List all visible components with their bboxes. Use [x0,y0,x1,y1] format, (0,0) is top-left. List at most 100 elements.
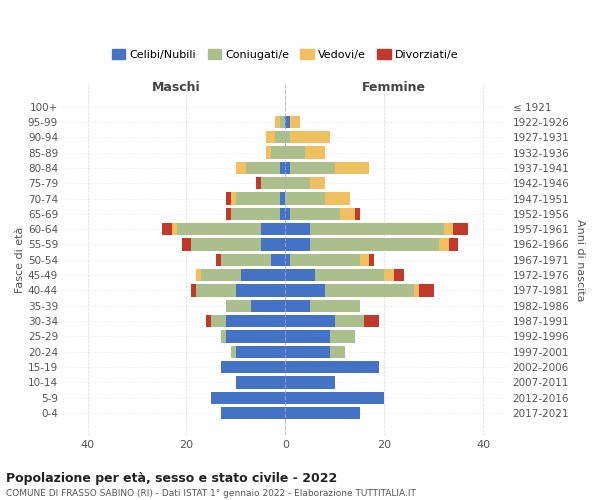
Bar [443,223,454,235]
Bar [330,346,344,358]
Bar [286,300,310,312]
Y-axis label: Fasce di età: Fasce di età [15,226,25,293]
Y-axis label: Anni di nascita: Anni di nascita [575,218,585,301]
Bar [196,284,236,296]
Bar [280,208,286,220]
Bar [394,269,404,281]
Bar [206,315,211,327]
Bar [286,376,335,388]
Bar [325,192,350,204]
Bar [266,131,275,143]
Legend: Celibi/Nubili, Coniugati/e, Vedovi/e, Divorziati/e: Celibi/Nubili, Coniugati/e, Vedovi/e, Di… [107,44,463,64]
Bar [226,208,231,220]
Text: Maschi: Maschi [152,82,201,94]
Bar [221,361,286,373]
Bar [335,162,370,174]
Bar [286,162,290,174]
Bar [256,177,260,190]
Bar [286,269,315,281]
Bar [286,131,290,143]
Bar [286,208,290,220]
Bar [419,284,434,296]
Bar [226,192,231,204]
Bar [286,238,310,250]
Text: COMUNE DI FRASSO SABINO (RI) - Dati ISTAT 1° gennaio 2022 - Elaborazione TUTTITA: COMUNE DI FRASSO SABINO (RI) - Dati ISTA… [6,488,416,498]
Bar [246,162,280,174]
Bar [286,146,305,158]
Bar [231,192,236,204]
Bar [236,284,286,296]
Bar [236,376,286,388]
Bar [271,146,286,158]
Bar [355,208,359,220]
Bar [335,315,364,327]
Bar [286,223,310,235]
Bar [241,269,286,281]
Bar [172,223,176,235]
Bar [286,361,379,373]
Bar [182,238,191,250]
Bar [260,238,286,250]
Bar [260,223,286,235]
Bar [286,177,310,190]
Bar [286,346,330,358]
Bar [260,177,286,190]
Bar [202,269,241,281]
Bar [384,269,394,281]
Bar [176,223,260,235]
Bar [359,254,370,266]
Bar [290,208,340,220]
Bar [315,269,384,281]
Bar [310,238,439,250]
Bar [454,223,468,235]
Bar [286,192,325,204]
Bar [216,254,221,266]
Bar [280,116,286,128]
Bar [226,315,286,327]
Text: Popolazione per età, sesso e stato civile - 2022: Popolazione per età, sesso e stato civil… [6,472,337,485]
Bar [191,284,196,296]
Bar [305,146,325,158]
Bar [221,254,271,266]
Bar [236,162,246,174]
Bar [286,330,330,342]
Bar [290,116,300,128]
Bar [364,315,379,327]
Text: Femmine: Femmine [362,82,426,94]
Bar [370,254,374,266]
Bar [290,162,335,174]
Bar [290,131,330,143]
Bar [251,300,286,312]
Bar [275,131,286,143]
Bar [286,284,325,296]
Bar [231,346,236,358]
Bar [221,330,226,342]
Bar [221,407,286,419]
Bar [226,300,251,312]
Bar [310,177,325,190]
Bar [266,146,271,158]
Bar [414,284,419,296]
Bar [191,238,260,250]
Bar [286,392,384,404]
Bar [236,192,280,204]
Bar [226,330,286,342]
Bar [211,392,286,404]
Bar [280,162,286,174]
Bar [286,254,290,266]
Bar [236,346,286,358]
Bar [286,407,359,419]
Bar [231,208,280,220]
Bar [449,238,458,250]
Bar [162,223,172,235]
Bar [275,116,280,128]
Bar [310,300,359,312]
Bar [439,238,449,250]
Bar [290,254,359,266]
Bar [310,223,443,235]
Bar [330,330,355,342]
Bar [286,116,290,128]
Bar [340,208,355,220]
Bar [280,192,286,204]
Bar [286,315,335,327]
